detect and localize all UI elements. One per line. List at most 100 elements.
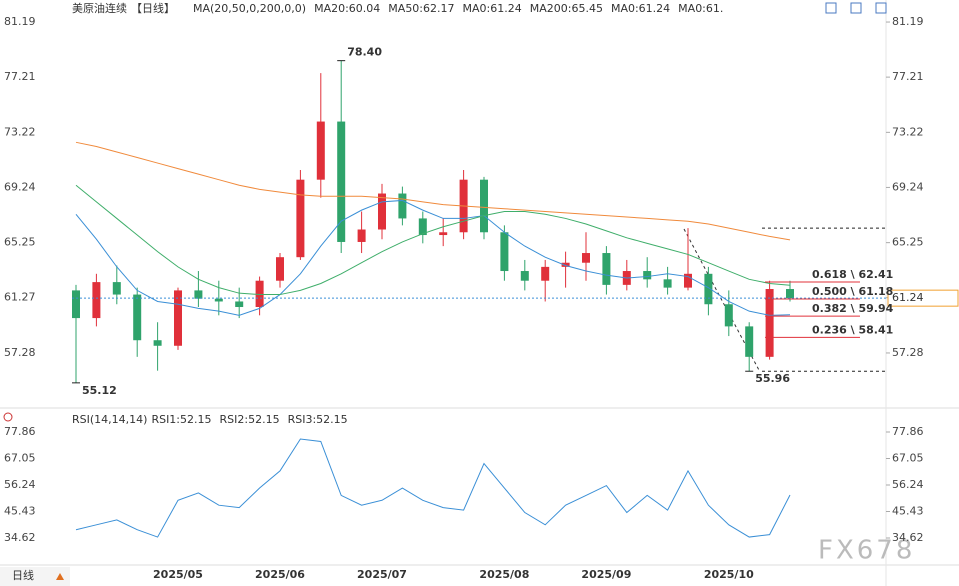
ma-line [75,199,791,316]
settings-icon[interactable] [3,412,13,422]
period-button-label: 日线 [12,568,34,582]
legend-entry: RSI1:52.15 [151,413,211,426]
y-tick-label: 81.19 [892,15,924,28]
candle-body [174,290,182,346]
candle-body [480,179,488,233]
candle-body [337,121,346,242]
x-tick-label: 2025/05 [153,568,203,581]
annotation: 55.96 [755,372,790,385]
y-tick-label: 45.43 [4,504,36,517]
candle-body [418,218,427,236]
y-tick-label: 65.25 [892,236,924,249]
y-tick-label: 57.28 [892,346,924,359]
candle-body [541,266,550,281]
fib-label: 0.500 \ 61.18 [812,285,893,298]
y-tick-label: 57.28 [4,346,36,359]
candle-body [765,289,774,357]
panel-title: RSI(14,14,14) [72,413,147,426]
panel-title: 美原油连续 [72,1,127,15]
y-tick-label: 34.62 [892,531,924,544]
candle-body [153,340,162,346]
y-tick-label: 77.21 [892,70,924,83]
legend-entry: RSI2:52.15 [220,413,280,426]
last-price-label: 61.24 [892,291,924,304]
candle-body [316,121,325,180]
annotation: 55.12 [82,384,117,397]
candle-body [602,253,611,285]
x-tick-label: 2025/10 [704,568,754,581]
candle-body [72,290,80,319]
icon[interactable] [875,2,887,14]
candle-body [786,289,794,299]
legend-entry: MA20:60.04 [314,2,380,15]
y-tick-label: 45.43 [892,504,924,517]
icon[interactable] [850,2,862,14]
candle-body [663,279,672,288]
candle-body [378,193,386,230]
y-tick-label: 56.24 [892,478,924,491]
legend-entry: MA0:61.24 [611,2,670,15]
fib-label: 0.618 \ 62.41 [812,268,893,281]
watermark: FX678 [818,536,915,566]
candle-body [276,257,284,281]
y-tick-label: 61.27 [4,291,36,304]
candle-body [133,294,142,341]
rsi-line [75,438,791,538]
y-tick-label: 67.05 [892,452,924,465]
candle-body [561,262,570,267]
y-tick-label: 73.22 [892,125,924,138]
x-tick-label: 2025/06 [255,568,305,581]
y-tick-label: 34.62 [4,531,36,544]
y-tick-label: 65.25 [4,236,36,249]
candle-body [398,193,407,219]
legend-entry: MA200:65.45 [530,2,603,15]
indicator: MA(20,50,0,200,0,0) [193,2,306,15]
x-tick-label: 2025/09 [581,568,631,581]
candle-body [357,229,366,242]
icon[interactable] [825,2,837,14]
candle-body [684,273,692,288]
y-tick-label: 69.24 [892,180,924,193]
ma-line [75,184,791,296]
period: 【日线】 [131,1,175,15]
period-button-arrow [56,573,64,580]
candle-body [745,326,754,357]
legend-entry: MA0:61. [678,2,723,15]
period-button[interactable] [0,567,70,586]
x-tick-label: 2025/07 [357,568,407,581]
candle-body [520,271,529,281]
candle-body [704,273,713,305]
legend-entry: RSI3:52.15 [288,413,348,426]
y-tick-label: 77.86 [892,425,924,438]
fib-label: 0.236 \ 58.41 [812,323,893,336]
y-tick-label: 67.05 [4,452,36,465]
y-tick-label: 69.24 [4,180,36,193]
candle-body [643,271,652,280]
y-tick-label: 77.86 [4,425,36,438]
x-tick-label: 2025/08 [479,568,529,581]
y-tick-label: 81.19 [4,15,36,28]
fib-label: 0.382 \ 59.94 [812,302,894,315]
candle-body [724,304,733,327]
y-tick-label: 56.24 [4,478,36,491]
legend-entry: MA0:61.24 [463,2,522,15]
candle-body [500,232,509,272]
y-tick-label: 77.21 [4,70,36,83]
candle-body [92,282,101,319]
candle-body [112,282,121,295]
candle-body [214,298,223,302]
last-price-tag [887,289,959,307]
candle-body [582,253,590,263]
toolbar-icons [825,2,887,14]
candle-body [296,179,305,258]
annotation: 78.40 [347,46,382,59]
candle-body [439,232,448,236]
candle-body [255,280,264,308]
y-tick-label: 73.22 [4,125,36,138]
candle-body [194,290,203,299]
ma-line [75,141,791,241]
candle-body [235,301,244,308]
legend-entry: MA50:62.17 [388,2,454,15]
